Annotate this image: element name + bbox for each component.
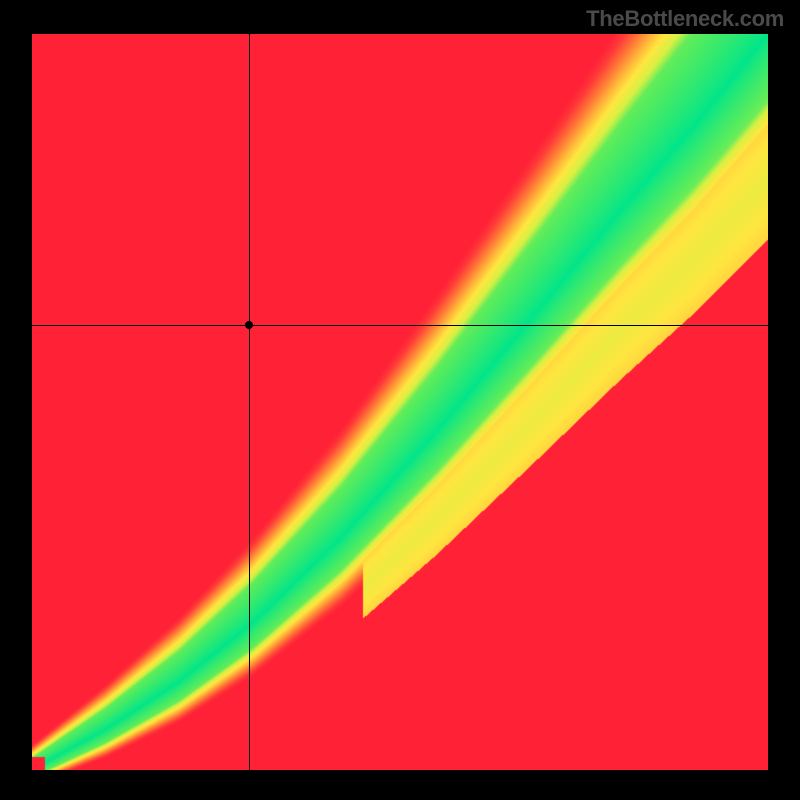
watermark-text: TheBottleneck.com	[586, 6, 784, 32]
crosshair-vertical	[249, 34, 250, 770]
plot-area	[32, 34, 768, 770]
crosshair-marker	[245, 321, 253, 329]
crosshair-horizontal	[32, 325, 768, 326]
heatmap-canvas	[32, 34, 768, 770]
